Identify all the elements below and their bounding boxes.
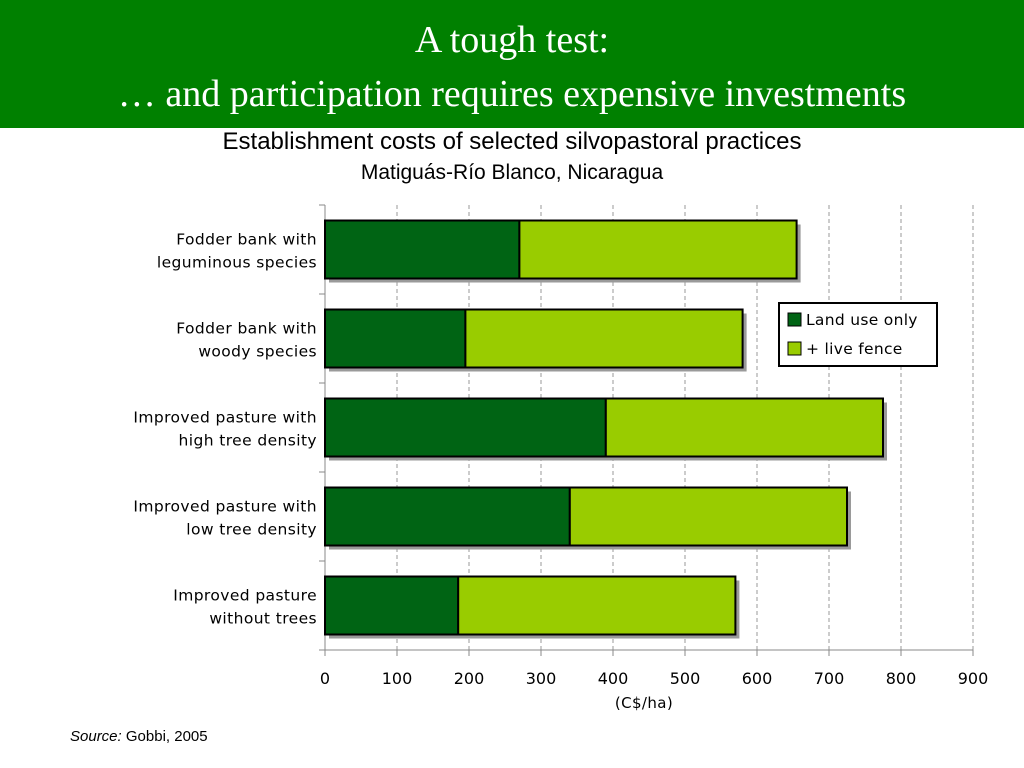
x-tick-label-200: 200 bbox=[454, 669, 485, 688]
x-tick-label-300: 300 bbox=[526, 669, 557, 688]
category-label-line: without trees bbox=[209, 610, 317, 628]
source-note: Source: Gobbi, 2005 bbox=[70, 728, 208, 745]
bar-land-use-only-4 bbox=[324, 575, 460, 636]
bar-live-fence-0 bbox=[518, 219, 798, 280]
category-label-1: Fodder bank with woody species bbox=[176, 320, 317, 361]
bar-land-use-only-1 bbox=[324, 308, 467, 369]
category-label-3: Improved pasture with low tree density bbox=[133, 498, 317, 539]
bar-live-fence-4 bbox=[457, 575, 737, 636]
chart-title: Establishment costs of selected silvopas… bbox=[222, 128, 802, 155]
x-tick-label-400: 400 bbox=[598, 669, 629, 688]
bar-live-fence-1 bbox=[464, 308, 744, 369]
legend-label-live-fence: + live fence bbox=[806, 340, 903, 358]
category-label-line: Improved pasture with bbox=[133, 498, 317, 516]
legend-swatch-live-fence bbox=[787, 341, 802, 356]
slide-title-line2: … and participation requires expensive i… bbox=[117, 73, 907, 115]
category-label-line: Improved pasture with bbox=[133, 409, 317, 427]
x-axis-label: (C$/ha) bbox=[615, 694, 673, 712]
category-label-line: Fodder bank with bbox=[176, 231, 317, 249]
legend-box bbox=[778, 302, 938, 367]
x-tick-label-500: 500 bbox=[670, 669, 701, 688]
category-label-line: low tree density bbox=[186, 521, 317, 539]
category-label-line: woody species bbox=[198, 343, 317, 361]
category-label-line: high tree density bbox=[179, 432, 317, 450]
source-text: Gobbi, 2005 bbox=[125, 728, 208, 745]
category-label-line: leguminous species bbox=[157, 254, 317, 272]
bar-live-fence-2 bbox=[604, 397, 884, 458]
bar-land-use-only-2 bbox=[324, 397, 607, 458]
x-tick-label-800: 800 bbox=[886, 669, 917, 688]
category-label-4: Improved pasture without trees bbox=[173, 587, 317, 628]
x-tick-label-0: 0 bbox=[320, 669, 330, 688]
chart-subtitle: Matiguás-Río Blanco, Nicaragua bbox=[360, 161, 664, 184]
x-tick-label-700: 700 bbox=[814, 669, 845, 688]
legend-label-land-use-only: Land use only bbox=[806, 311, 918, 329]
category-label-line: Fodder bank with bbox=[176, 320, 317, 338]
slide-title-line1: A tough test: bbox=[414, 19, 610, 61]
category-label-line: Improved pasture bbox=[173, 587, 317, 605]
bar-live-fence-3 bbox=[568, 486, 848, 547]
bar-land-use-only-3 bbox=[324, 486, 571, 547]
x-tick-label-900: 900 bbox=[958, 669, 989, 688]
source-label: Source: bbox=[70, 728, 122, 745]
x-tick-label-600: 600 bbox=[742, 669, 773, 688]
category-label-2: Improved pasture with high tree density bbox=[133, 409, 317, 450]
x-tick-label-100: 100 bbox=[382, 669, 413, 688]
bar-land-use-only-0 bbox=[324, 219, 521, 280]
category-label-0: Fodder bank with leguminous species bbox=[157, 231, 317, 272]
slide-header: A tough test: … and participation requir… bbox=[0, 0, 1024, 128]
legend-swatch-land-use-only bbox=[787, 312, 802, 327]
